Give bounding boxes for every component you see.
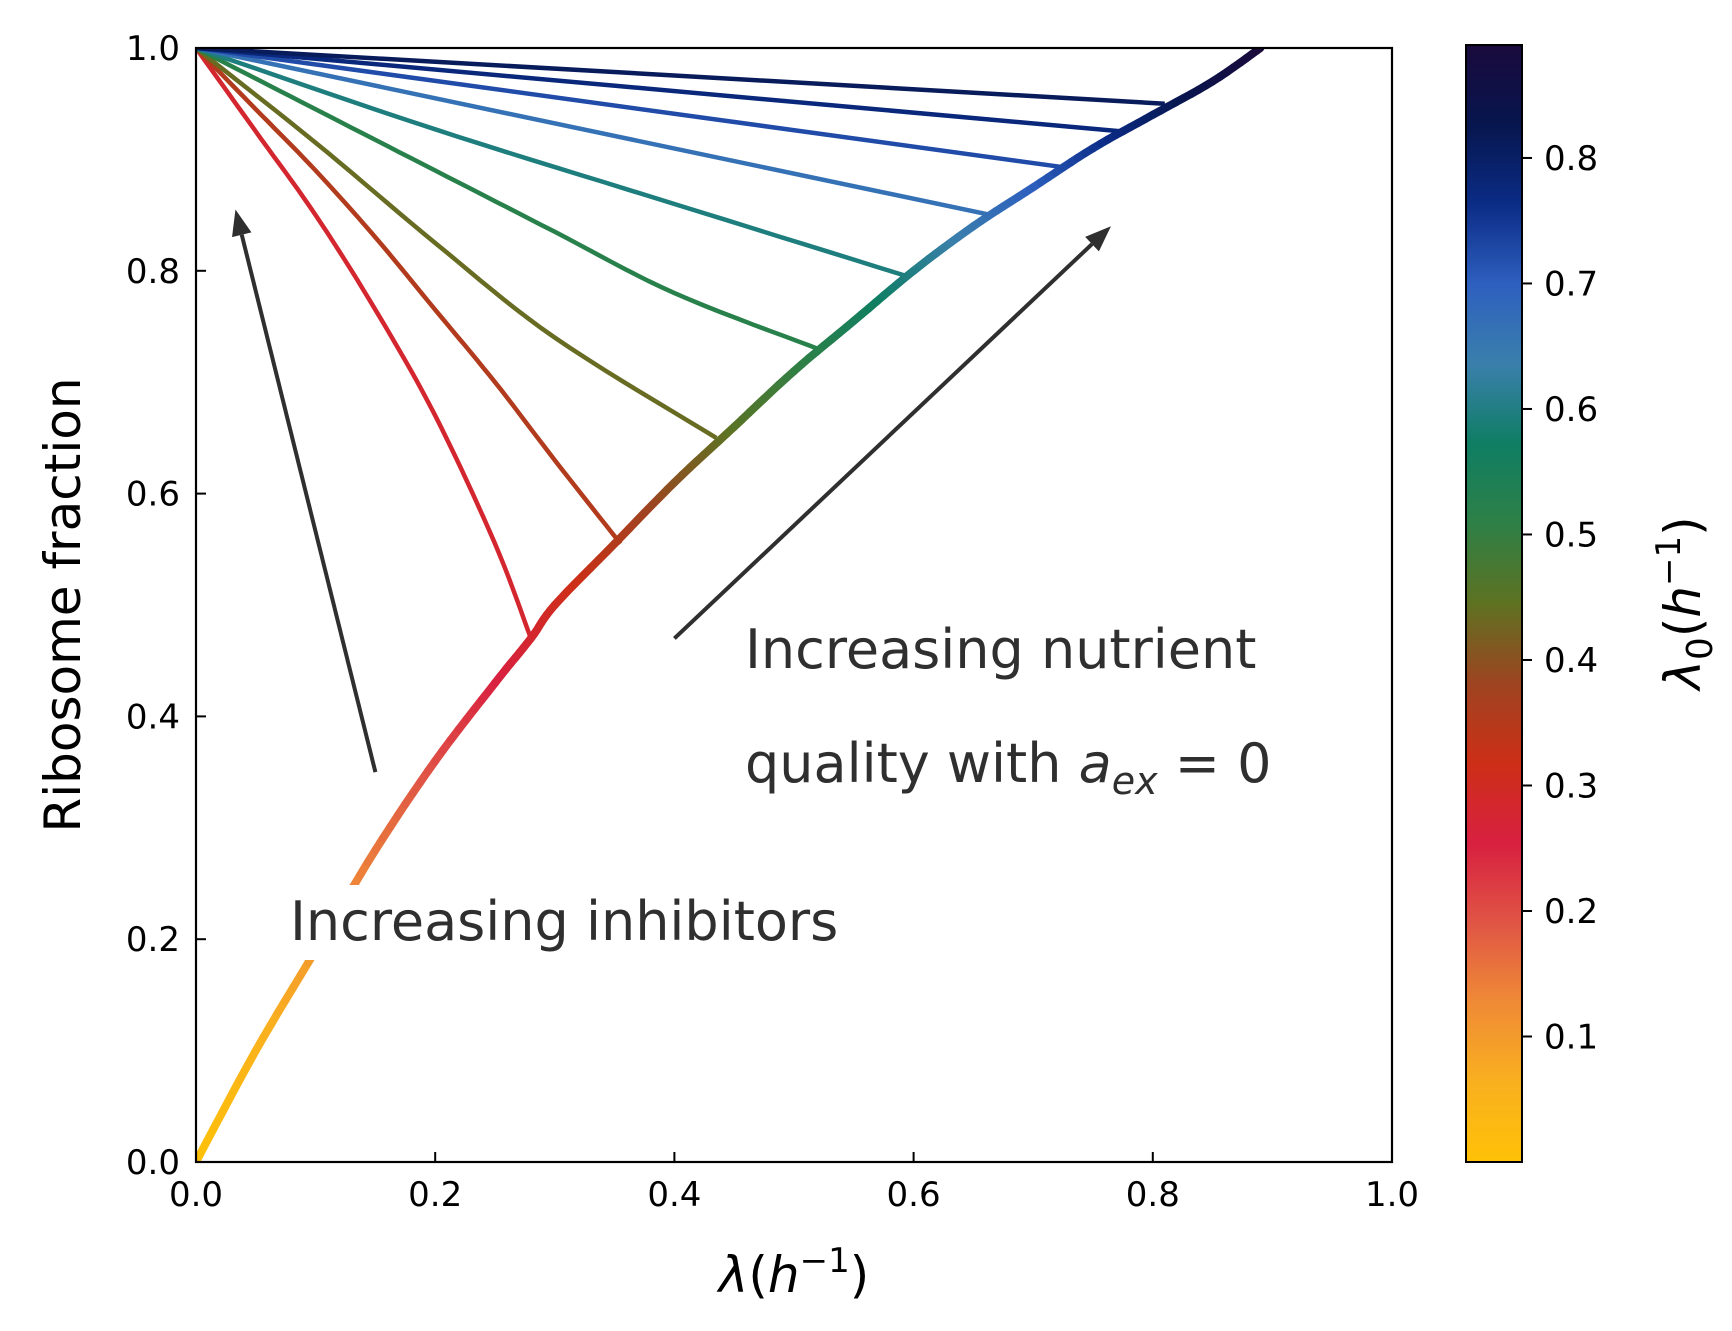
inhibitor-curve bbox=[196, 48, 909, 279]
colorbar-tick-label: 0.3 bbox=[1544, 766, 1598, 806]
annotation-nutrient-line2: quality with aex = 0 bbox=[745, 732, 1272, 803]
x-tick-label: 1.0 bbox=[1365, 1175, 1419, 1215]
colorbar-axis: 0.1 0.2 0.3 0.4 0.5 0.6 0.7 0.8 bbox=[1522, 139, 1598, 1057]
arrow-nutrient-shaft bbox=[673, 242, 1094, 640]
inhibitor-curve bbox=[196, 48, 992, 218]
colorbar-tick-label: 0.4 bbox=[1544, 641, 1598, 681]
arrow-inhibitors bbox=[232, 209, 378, 773]
colorbar-tick-label: 0.1 bbox=[1544, 1017, 1598, 1057]
x-tick-label: 0.6 bbox=[887, 1175, 941, 1215]
arrows-layer bbox=[232, 209, 1111, 773]
x-tick-label: 0.8 bbox=[1126, 1175, 1180, 1215]
inhibitors-label-mask bbox=[280, 885, 940, 960]
y-tick-label: 0.2 bbox=[126, 920, 180, 960]
y-tick-label: 1.0 bbox=[126, 29, 180, 69]
inhibitor-curve bbox=[196, 48, 819, 351]
y-tick-label: 0.6 bbox=[126, 475, 180, 515]
colorbar-tick-label: 0.2 bbox=[1544, 892, 1598, 932]
x-axis-label: λ(h−1) bbox=[716, 1241, 869, 1304]
arrow-nutrient-head bbox=[1085, 226, 1111, 252]
colorbar-tick-label: 0.5 bbox=[1544, 515, 1598, 555]
x-tick-label: 0.4 bbox=[647, 1175, 701, 1215]
arrow-inhibitors-shaft bbox=[239, 234, 378, 773]
annotation-inhibitors: Increasing inhibitors bbox=[290, 890, 838, 953]
plot-frame bbox=[194, 46, 1394, 1164]
inhibitor-curve bbox=[196, 48, 534, 640]
annotation-nutrient-line1: Increasing nutrient bbox=[745, 618, 1256, 681]
inhibitor-curve bbox=[196, 48, 1165, 106]
x-tick-label: 0.2 bbox=[408, 1175, 462, 1215]
x-axis: 0.0 0.2 0.4 0.6 0.8 1.0 bbox=[169, 1152, 1419, 1215]
inhibitor-curve bbox=[196, 48, 1064, 170]
inhibitor-curve bbox=[196, 48, 623, 546]
y-tick-label: 0.8 bbox=[126, 252, 180, 292]
colorbar-tick-label: 0.8 bbox=[1544, 139, 1598, 179]
colorbar-tick-label: 0.7 bbox=[1544, 264, 1598, 304]
inhibitor-curve bbox=[196, 48, 718, 440]
arrow-nutrient bbox=[673, 226, 1111, 640]
x-tick-label: 0.0 bbox=[169, 1175, 223, 1215]
y-tick-label: 0.4 bbox=[126, 697, 180, 737]
y-axis-label: Ribosome fraction bbox=[34, 377, 92, 832]
colorbar bbox=[1465, 44, 1523, 1163]
inhibitor-curve bbox=[196, 48, 1124, 134]
arrow-inhibitors-head bbox=[232, 209, 252, 238]
y-axis: 0.0 0.2 0.4 0.6 0.8 1.0 bbox=[126, 29, 206, 1183]
colorbar-tick-label: 0.6 bbox=[1544, 390, 1598, 430]
curves-layer bbox=[196, 48, 1265, 1162]
colorbar-label: λ0(h−1) bbox=[1649, 516, 1721, 692]
y-tick-label: 0.0 bbox=[126, 1143, 180, 1183]
